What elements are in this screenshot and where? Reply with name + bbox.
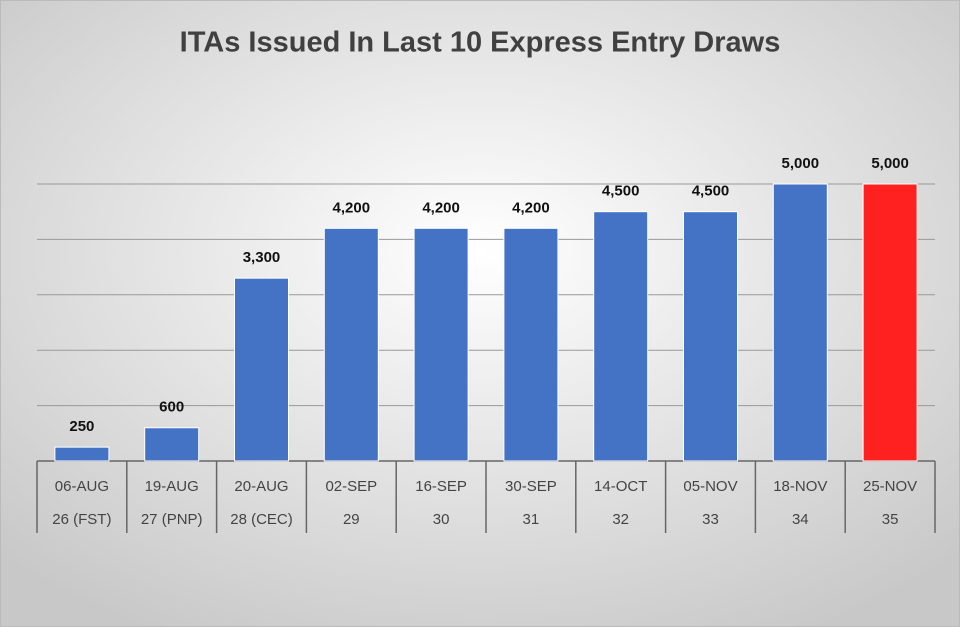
draw-number-label: 29: [343, 511, 360, 528]
x-tick-label: 19-AUG: [145, 478, 199, 495]
bar: [862, 183, 918, 462]
draw-number-label: 32: [612, 511, 629, 528]
bar: [503, 227, 559, 462]
draw-number-label: 26 (FST): [52, 511, 111, 528]
bar: [772, 183, 828, 462]
bar: [54, 446, 110, 462]
value-label: 3,300: [243, 249, 281, 266]
x-tick-label: 14-OCT: [594, 478, 647, 495]
draw-number-label: 27 (PNP): [141, 511, 203, 528]
value-label: 4,200: [422, 199, 460, 216]
x-tick-label: 18-NOV: [773, 478, 827, 495]
x-tick-label: 20-AUG: [234, 478, 288, 495]
x-tick-label: 06-AUG: [55, 478, 109, 495]
value-label: 600: [159, 399, 184, 416]
draw-number-label: 30: [433, 511, 450, 528]
value-label: 5,000: [871, 155, 909, 172]
x-tick-label: 16-SEP: [415, 478, 467, 495]
draw-number-label: 34: [792, 511, 809, 528]
bar: [144, 427, 200, 462]
x-tick-label: 05-NOV: [683, 478, 737, 495]
bar: [413, 227, 469, 462]
value-label: 4,200: [512, 199, 550, 216]
value-label: 250: [69, 418, 94, 435]
bar: [683, 211, 738, 462]
draw-number-label: 28 (CEC): [230, 511, 293, 528]
draw-number-label: 33: [702, 511, 719, 528]
value-label: 4,500: [692, 183, 730, 200]
x-tick-label: 30-SEP: [505, 478, 557, 495]
value-label: 5,000: [782, 155, 820, 172]
x-tick-label: 02-SEP: [325, 478, 377, 495]
draw-number-label: 35: [882, 511, 899, 528]
bar: [593, 211, 649, 462]
value-label: 4,200: [333, 199, 371, 216]
x-tick-label: 25-NOV: [863, 478, 917, 495]
draw-number-label: 31: [523, 511, 540, 528]
value-label: 4,500: [602, 183, 640, 200]
chart-title: ITAs Issued In Last 10 Express Entry Dra…: [180, 27, 781, 59]
bar: [323, 227, 379, 462]
bar: [234, 277, 289, 462]
